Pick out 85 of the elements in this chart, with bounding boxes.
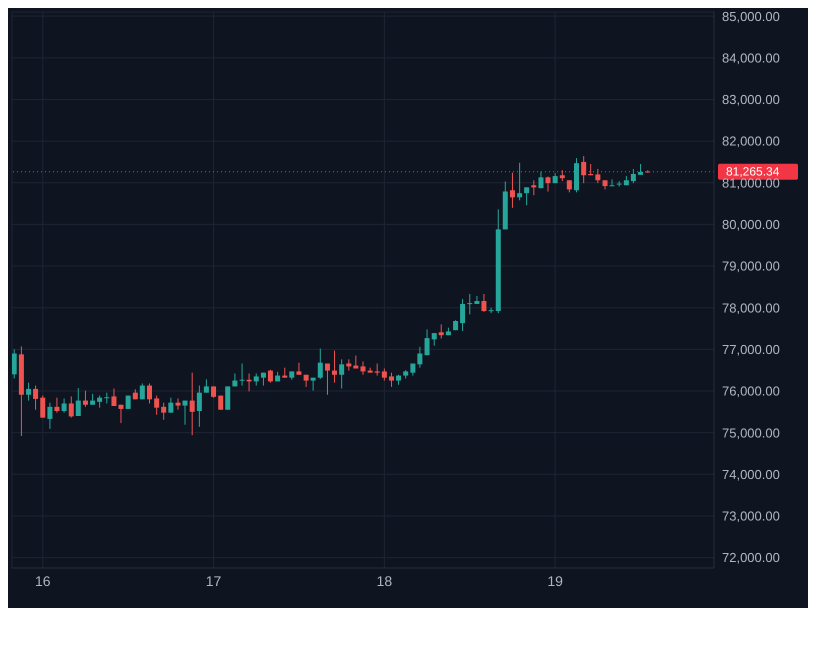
candlestick bbox=[630, 168, 636, 184]
y-tick-label: 80,000.00 bbox=[722, 217, 780, 232]
candlestick bbox=[581, 156, 586, 184]
candlestick bbox=[595, 168, 600, 184]
candlestick bbox=[360, 360, 366, 376]
y-tick-label: 83,000.00 bbox=[722, 92, 780, 108]
y-tick-label: 74,000.00 bbox=[722, 466, 780, 482]
candlestick bbox=[132, 388, 138, 400]
candlestick bbox=[275, 371, 280, 382]
x-tick-label: 17 bbox=[206, 572, 222, 589]
candlestick bbox=[76, 388, 81, 416]
candlestick bbox=[318, 348, 323, 380]
y-tick-label: 75,000.00 bbox=[722, 425, 780, 440]
candlestick bbox=[296, 362, 302, 376]
y-tick-label: 78,000.00 bbox=[722, 300, 780, 316]
candlestick bbox=[332, 350, 337, 384]
candlestick bbox=[624, 176, 629, 186]
candlestick bbox=[566, 180, 572, 193]
candlestick bbox=[104, 392, 110, 404]
candlestick bbox=[176, 398, 181, 410]
candlestick bbox=[481, 293, 486, 312]
candlestick bbox=[168, 397, 174, 414]
ref-line-label: 81,265.34 bbox=[726, 164, 780, 179]
candlestick bbox=[339, 358, 344, 389]
candlestick bbox=[54, 397, 60, 414]
candlestick bbox=[531, 180, 536, 196]
candlestick bbox=[182, 400, 188, 426]
y-tick-label: 72,000.00 bbox=[722, 550, 780, 566]
candlestick bbox=[40, 395, 46, 418]
candlestick bbox=[517, 162, 522, 201]
candlestick bbox=[232, 373, 238, 387]
candlestick bbox=[268, 369, 273, 384]
y-tick-label: 73,000.00 bbox=[722, 508, 780, 524]
candlestick bbox=[353, 355, 358, 370]
candlestick bbox=[218, 395, 224, 410]
candlestick bbox=[246, 373, 252, 392]
y-tick-label: 84,000.00 bbox=[722, 50, 780, 66]
candlestick bbox=[538, 171, 544, 189]
candlestick bbox=[310, 377, 316, 392]
candlestick bbox=[410, 363, 416, 376]
candlestick bbox=[140, 383, 145, 400]
y-tick-label: 77,000.00 bbox=[722, 342, 780, 357]
x-tick-label: 19 bbox=[547, 572, 564, 589]
candlestick bbox=[467, 293, 472, 315]
candlestick bbox=[382, 368, 387, 382]
candlestick bbox=[204, 378, 209, 394]
candlestick bbox=[82, 390, 88, 408]
candlestick bbox=[432, 332, 437, 346]
candlestick bbox=[324, 363, 330, 396]
candlestick bbox=[389, 372, 394, 388]
candlestick bbox=[47, 402, 52, 430]
y-tick-label: 85,000.00 bbox=[722, 8, 780, 24]
candlestick bbox=[126, 395, 131, 410]
candlestick bbox=[346, 358, 352, 372]
candlestick bbox=[33, 385, 38, 410]
candlestick bbox=[424, 328, 430, 356]
candlestick bbox=[26, 382, 32, 402]
y-tick-label: 79,000.00 bbox=[722, 258, 780, 274]
candlestick bbox=[545, 176, 550, 192]
candlestick bbox=[97, 395, 102, 408]
candlestick bbox=[118, 404, 124, 424]
candlestick bbox=[12, 348, 17, 379]
candlestick bbox=[638, 164, 644, 176]
x-tick-label: 16 bbox=[34, 572, 51, 589]
candlestick bbox=[510, 172, 515, 208]
candlestick bbox=[254, 373, 259, 386]
candlestick bbox=[396, 374, 402, 386]
y-tick-label: 82,000.00 bbox=[722, 134, 780, 149]
candlestick bbox=[111, 388, 116, 406]
candlestick bbox=[260, 372, 266, 386]
candlestick bbox=[146, 383, 152, 404]
candlestick bbox=[240, 363, 245, 386]
candlestick bbox=[190, 372, 195, 436]
candlestick bbox=[524, 186, 530, 206]
y-tick-label: 76,000.00 bbox=[722, 384, 780, 399]
candlestick bbox=[62, 398, 67, 414]
candlestick bbox=[460, 298, 466, 332]
candlestick bbox=[68, 396, 74, 418]
candlestick bbox=[588, 164, 594, 176]
candlestick bbox=[154, 395, 160, 416]
candlestick bbox=[304, 374, 309, 388]
candlestick bbox=[161, 402, 166, 420]
candlestick bbox=[196, 385, 202, 428]
x-tick-label: 18 bbox=[376, 572, 392, 589]
candlestick bbox=[417, 346, 422, 368]
